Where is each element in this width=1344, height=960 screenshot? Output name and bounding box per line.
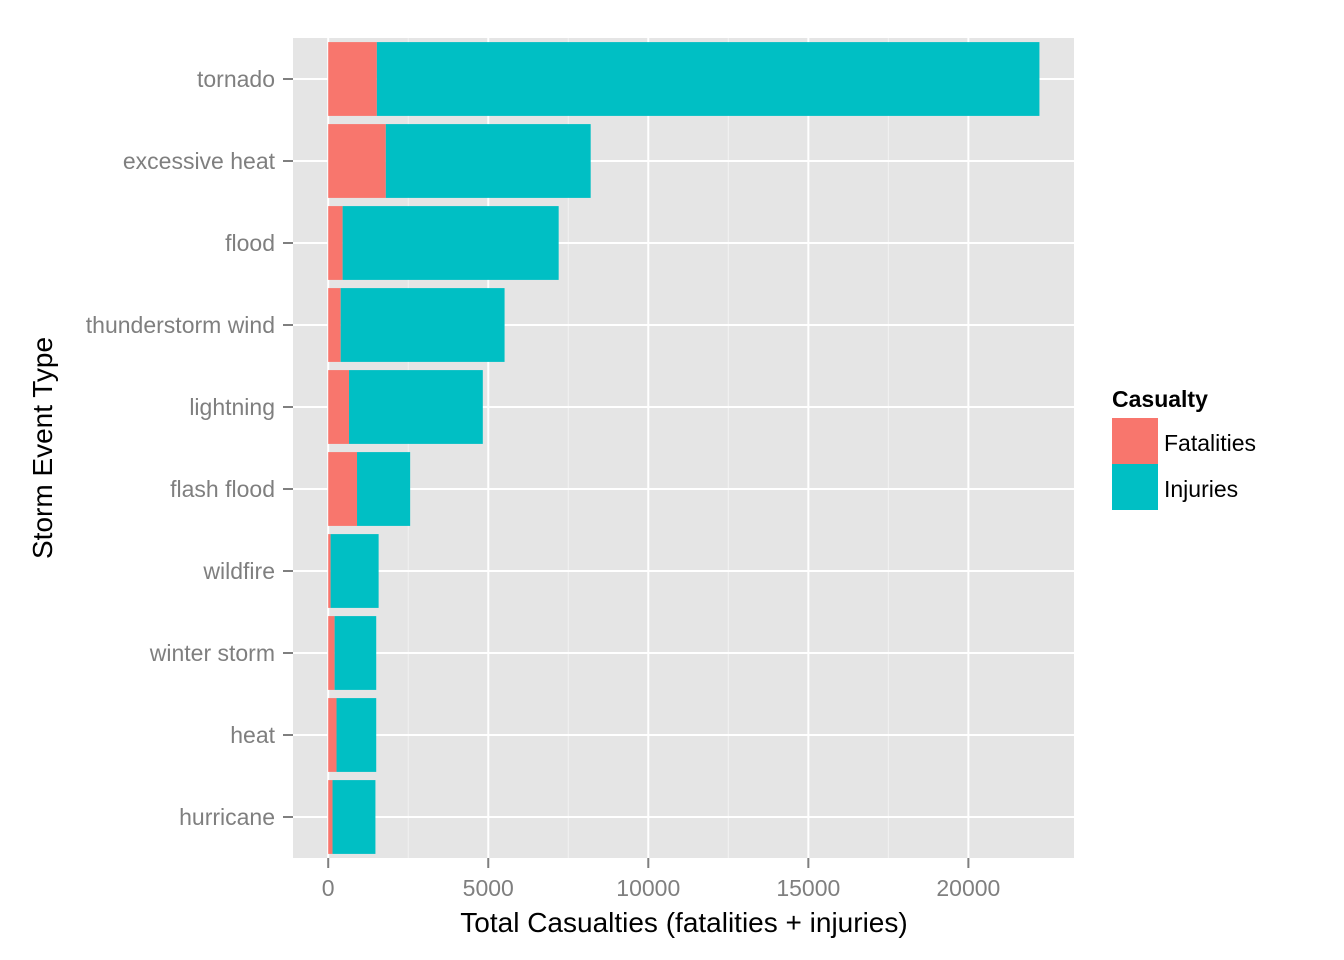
y-tick-label: tornado <box>197 66 275 92</box>
y-tick-label: excessive heat <box>123 148 276 174</box>
legend-label-fatalities: Fatalities <box>1164 430 1256 456</box>
y-tick-label: heat <box>230 722 275 748</box>
bar-lightning-fatalities <box>328 370 350 444</box>
y-axis: tornado excessive heat flood thunderstorm w… <box>86 66 293 830</box>
bar-wildfire-fatalities <box>328 534 331 608</box>
x-tick-label: 10000 <box>616 875 680 901</box>
x-tick-label: 0 <box>322 875 335 901</box>
bar-flash-flood-injuries <box>357 452 411 526</box>
bar-heat-fatalities <box>328 698 337 772</box>
bar-winter-storm-injuries <box>334 616 377 690</box>
legend-key-injuries <box>1112 464 1158 510</box>
legend-key-fatalities <box>1112 418 1158 464</box>
bar-winter-storm-fatalities <box>328 616 335 690</box>
y-tick-label: wildfire <box>202 558 275 584</box>
bar-excessive-heat-injuries <box>385 124 591 198</box>
y-tick-label: flash flood <box>170 476 275 502</box>
bar-flash-flood-fatalities <box>328 452 358 526</box>
x-tick-label: 20000 <box>936 875 1000 901</box>
x-axis: 0 5000 10000 15000 20000 <box>322 858 1000 901</box>
y-axis-title: Storm Event Type <box>27 337 58 559</box>
bar-tornado-injuries <box>376 42 1040 116</box>
x-axis-title: Total Casualties (fatalities + injuries) <box>460 907 907 938</box>
x-tick-label: 15000 <box>776 875 840 901</box>
bar-flood-injuries <box>342 206 559 280</box>
bar-thunderstorm-wind-fatalities <box>328 288 341 362</box>
bar-heat-injuries <box>336 698 377 772</box>
bar-lightning-injuries <box>349 370 483 444</box>
bar-thunderstorm-wind-injuries <box>340 288 505 362</box>
bar-excessive-heat-fatalities <box>328 124 386 198</box>
bar-hurricane-fatalities <box>328 780 333 854</box>
y-tick-label: thunderstorm wind <box>86 312 275 338</box>
bar-hurricane-injuries <box>332 780 376 854</box>
bar-tornado-fatalities <box>328 42 377 116</box>
y-tick-label: flood <box>225 230 275 256</box>
legend: Casualty Fatalities Injuries <box>1112 386 1256 510</box>
bar-wildfire-injuries <box>330 534 379 608</box>
bars <box>328 42 1040 854</box>
legend-title: Casualty <box>1112 386 1208 412</box>
y-tick-label: lightning <box>189 394 275 420</box>
legend-label-injuries: Injuries <box>1164 476 1238 502</box>
y-tick-label: hurricane <box>179 804 275 830</box>
bar-flood-fatalities <box>328 206 343 280</box>
x-tick-label: 5000 <box>463 875 514 901</box>
y-tick-label: winter storm <box>149 640 275 666</box>
